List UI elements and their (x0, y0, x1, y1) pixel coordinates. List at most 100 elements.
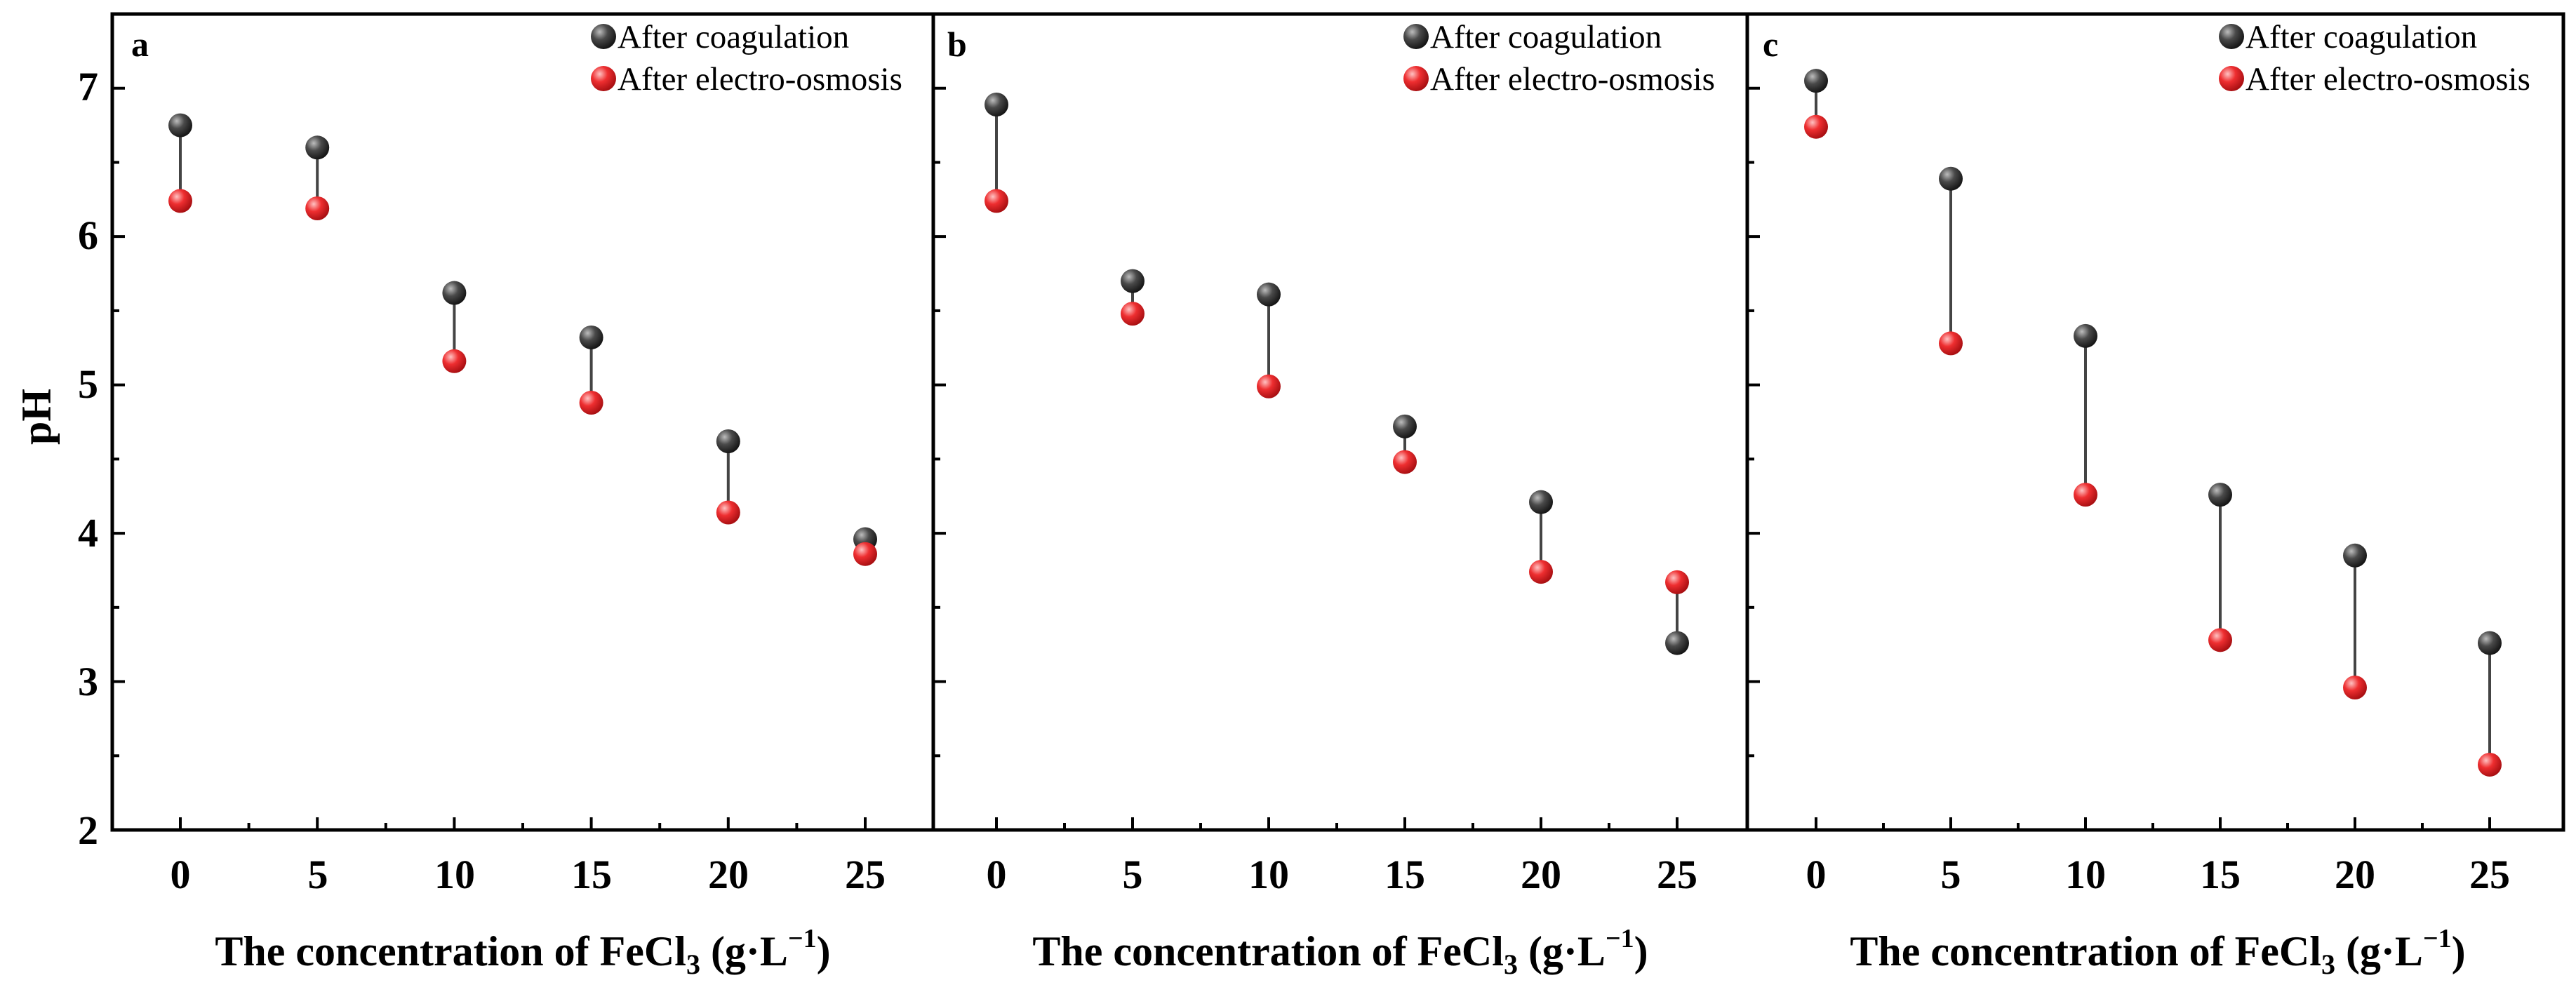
point-electro-osmosis (168, 189, 192, 213)
legend-label-coagulation: After coagulation (618, 19, 849, 55)
y-tick-label: 7 (78, 64, 98, 109)
x-tick-label: 5 (1941, 852, 1961, 897)
panel-label: a (131, 25, 149, 64)
y-tick-label: 4 (78, 510, 98, 556)
x-tick-labels: 0 5 10 15 20 25 (987, 852, 1698, 897)
y-tick-label: 3 (78, 659, 98, 704)
point-coagulation (168, 113, 192, 138)
points (985, 92, 1689, 655)
point-electro-osmosis (1665, 570, 1689, 594)
points (168, 113, 877, 566)
connectors (1815, 81, 2491, 765)
panel-label: c (1763, 25, 1778, 64)
point-coagulation (1529, 490, 1553, 514)
x-tick-label: 10 (1248, 852, 1289, 897)
legend-label-electro-osmosis: After electro-osmosis (2245, 61, 2530, 98)
x-tick-label: 20 (2335, 852, 2375, 897)
x-tick-label: 5 (308, 852, 328, 897)
x-tick-label: 0 (1806, 852, 1827, 897)
connectors (995, 104, 1679, 643)
point-electro-osmosis (2343, 676, 2367, 700)
legend-label-electro-osmosis: After electro-osmosis (618, 61, 902, 98)
x-axis-title: The concentration of FeCl3 (g·L−1) (1032, 924, 1648, 980)
point-electro-osmosis (2208, 628, 2232, 652)
connectors (179, 125, 867, 554)
point-electro-osmosis (853, 542, 877, 566)
point-coagulation (2478, 631, 2502, 655)
legend: After coagulation After electro-osmosis (2219, 19, 2530, 98)
point-coagulation (1121, 269, 1144, 293)
panel-a: a After coagulation After electro-osmosi… (110, 12, 935, 980)
point-electro-osmosis (579, 391, 603, 415)
point-electro-osmosis (1257, 374, 1281, 398)
point-coagulation (985, 92, 1008, 116)
legend-marker-electro-osmosis (591, 66, 616, 91)
panel-c: c After coagulation After electro-osmosi… (1745, 12, 2565, 980)
panel-frame (1745, 12, 2565, 832)
x-tick-label: 25 (2469, 852, 2510, 897)
point-coagulation (1393, 414, 1417, 438)
legend-marker-electro-osmosis (1403, 66, 1429, 91)
point-electro-osmosis (2478, 752, 2502, 777)
point-coagulation (2074, 323, 2097, 348)
x-tick-label: 25 (1657, 852, 1697, 897)
point-coagulation (1939, 166, 1963, 191)
panel-frame (110, 12, 935, 832)
x-tick-label: 0 (171, 852, 191, 897)
point-coagulation (1257, 282, 1281, 307)
point-coagulation (579, 325, 603, 349)
point-coagulation (1804, 69, 1828, 93)
x-tick-label: 20 (1521, 852, 1561, 897)
x-tick-label: 15 (2200, 852, 2241, 897)
x-axis-title: The concentration of FeCl3 (g·L−1) (1850, 924, 2465, 980)
point-electro-osmosis (305, 196, 330, 221)
points (1804, 69, 2502, 777)
legend-label-coagulation: After coagulation (1430, 19, 1662, 55)
x-tick-labels: 0 5 10 15 20 25 (171, 852, 886, 897)
legend-label-coagulation: After coagulation (2245, 19, 2477, 55)
y-axis-title: pH (13, 389, 60, 445)
y-tick-label: 6 (78, 213, 98, 258)
x-tick-label: 20 (708, 852, 749, 897)
point-coagulation (2208, 483, 2232, 507)
point-electro-osmosis (1121, 302, 1144, 326)
point-electro-osmosis (716, 500, 740, 525)
x-axis-title: The concentration of FeCl3 (g·L−1) (215, 924, 830, 980)
point-electro-osmosis (1393, 450, 1417, 474)
axis-ticks (112, 86, 867, 831)
point-electro-osmosis (1804, 114, 1828, 139)
point-electro-osmosis (442, 349, 467, 373)
x-tick-labels: 0 5 10 15 20 25 (1806, 852, 2511, 897)
x-tick-label: 0 (987, 852, 1007, 897)
point-coagulation (2343, 543, 2367, 568)
axis-ticks (1747, 86, 2491, 831)
legend-marker-coagulation (591, 24, 616, 49)
x-tick-label: 10 (2065, 852, 2106, 897)
x-tick-label: 25 (845, 852, 886, 897)
point-coagulation (305, 135, 330, 160)
x-tick-label: 10 (434, 852, 475, 897)
legend-label-electro-osmosis: After electro-osmosis (1430, 61, 1715, 98)
legend: After coagulation After electro-osmosis (1403, 19, 1715, 98)
panel-label: b (947, 25, 967, 64)
legend: After coagulation After electro-osmosis (591, 19, 902, 98)
x-tick-label: 15 (1384, 852, 1425, 897)
point-electro-osmosis (1939, 331, 1963, 356)
x-tick-label: 5 (1123, 852, 1143, 897)
legend-marker-electro-osmosis (2219, 66, 2244, 91)
panel-frame (931, 12, 1749, 832)
panel-b: b After coagulation After electro-osmosi… (931, 12, 1749, 980)
legend-marker-coagulation (2219, 24, 2244, 49)
y-tick-label: 2 (78, 807, 98, 853)
y-tick-labels: 2 3 4 5 6 7 (78, 64, 98, 853)
legend-marker-coagulation (1403, 24, 1429, 49)
point-coagulation (1665, 631, 1689, 655)
point-electro-osmosis (2074, 483, 2097, 507)
point-coagulation (442, 281, 467, 305)
axis-ticks (933, 86, 1679, 831)
point-electro-osmosis (1529, 560, 1553, 584)
point-electro-osmosis (985, 189, 1008, 213)
x-tick-label: 15 (571, 852, 612, 897)
y-tick-label: 5 (78, 361, 98, 407)
